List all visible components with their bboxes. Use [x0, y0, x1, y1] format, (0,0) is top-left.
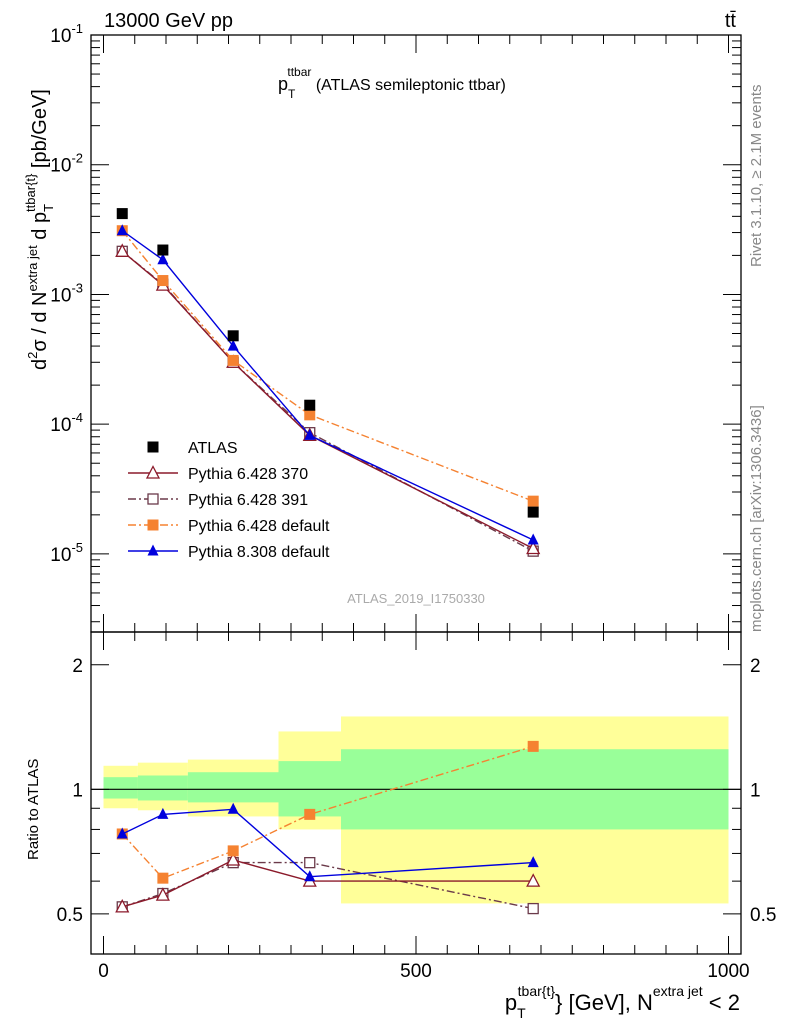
main-point-pythia-8-308-default: [304, 428, 316, 440]
legend: ATLAS Pythia 6.428 370 Pythia 6.428 391 Pyt…: [128, 440, 330, 561]
ratio-point-pythia-6-428-391: [527, 902, 539, 915]
main-ytick-label: 10-4: [50, 410, 83, 436]
ratio-point-pythia-8-308-default: [304, 870, 316, 882]
main-point-atlas: [116, 208, 128, 220]
main-line-pythia-6-428-370: [121, 250, 534, 550]
main-point-atlas: [157, 244, 169, 256]
legend-marker-atlas: [147, 441, 159, 453]
ratio-point-pythia-6-428-370: [226, 852, 241, 866]
ratio-ytick-label-right: 1: [750, 780, 761, 801]
rivet-label: Rivet 3.1.10, ≥ 2.1M events: [748, 85, 765, 268]
legend-label-pythia-8-308-default: Pythia 8.308 default: [188, 544, 330, 561]
xtick-label: 500: [400, 961, 432, 982]
main-point-pythia-8-308-default: [527, 533, 539, 545]
ratio-ytick-label: 2: [72, 656, 83, 677]
ratio-point-pythia-8-308-default: [157, 807, 169, 819]
main-point-atlas: [527, 506, 539, 518]
ratio-panel: 0.5 0.5 1 1 2 2 0 500 1000: [57, 631, 776, 982]
xtick-label: 1000: [707, 961, 749, 982]
ratio-point-pythia-6-428-default: [527, 740, 539, 752]
legend-marker-pythia-8-308-default: [147, 544, 159, 556]
legend-marker-pythia-6-428-default: [147, 519, 159, 531]
main-point-pythia-6-428-default: [527, 495, 539, 507]
header-process: tt̄: [725, 10, 737, 32]
legend-label-atlas: ATLAS: [188, 440, 238, 457]
legend-label-pythia-6-428-391: Pythia 6.428 391: [188, 492, 308, 509]
legend-marker-pythia-6-428-370: [145, 465, 161, 479]
ratio-band-stat: [103, 777, 138, 799]
main-point-pythia-6-428-default: [304, 409, 316, 421]
main-panel: 10-5 10-4 10-3 10-2 10-1: [50, 21, 742, 633]
legend-label-pythia-6-428-370: Pythia 6.428 370: [188, 466, 308, 483]
main-point-pythia-8-308-default: [227, 339, 239, 351]
main-point-pythia-8-308-default: [157, 253, 169, 265]
main-line-pythia-6-428-391: [121, 250, 534, 552]
ratio-point-pythia-8-308-default: [527, 856, 539, 868]
ratio-ytick-label-right: 0.5: [750, 905, 776, 926]
ratio-band-stat: [187, 772, 279, 803]
main-ytick-label: 10-5: [50, 540, 83, 566]
main-ytick-label: 10-3: [50, 280, 83, 306]
ratio-point-pythia-6-428-370: [115, 898, 130, 913]
ratio-point-pythia-8-308-default: [116, 827, 128, 839]
xtick-label: 0: [98, 961, 109, 982]
ratio-point-pythia-6-428-370: [155, 887, 170, 901]
ratio-ylabel: Ratio to ATLAS: [25, 759, 42, 860]
ratio-point-pythia-6-428-default: [157, 872, 169, 884]
main-point-pythia-8-308-default: [116, 224, 128, 236]
main-frame: [90, 34, 742, 633]
analysis-watermark: ATLAS_2019_I1750330: [347, 591, 485, 606]
main-point-pythia-6-428-370: [115, 243, 130, 257]
main-point-pythia-6-428-default: [157, 275, 169, 287]
main-point-atlas: [227, 330, 239, 342]
ratio-ytick-label: 0.5: [57, 905, 83, 926]
main-ylabel: d2σ / d Nextra jet d pTttbar{t} [pb/GeV]: [23, 89, 56, 370]
main-title: pTttbar (ATLAS semileptonic ttbar): [278, 65, 506, 101]
xlabel: pTtbar{t}} [GeV], Nextra jet < 2: [505, 983, 740, 1021]
ratio-ytick-label: 1: [72, 780, 83, 801]
main-ytick-label: 10-1: [50, 21, 83, 47]
main-line-pythia-8-308-default: [121, 230, 534, 541]
ratio-point-pythia-6-428-default: [227, 845, 239, 857]
ratio-point-pythia-6-428-391: [304, 856, 316, 869]
main-ytick-label: 10-2: [50, 151, 83, 177]
ratio-point-pythia-6-428-370: [526, 873, 541, 887]
ratio-point-pythia-8-308-default: [227, 802, 239, 814]
main-line-pythia-6-428-default: [121, 230, 534, 502]
legend-marker-pythia-6-428-391: [147, 493, 159, 505]
svg-text:d2σ / d Nextra jet d pTttbar: d2σ / d Nextra jet d pTttbar{t} [pb/GeV]: [23, 89, 56, 370]
main-point-pythia-6-428-default: [227, 354, 239, 366]
ratio-point-pythia-6-428-default: [304, 808, 316, 820]
legend-label-pythia-6-428-default: Pythia 6.428 default: [188, 518, 330, 535]
header-energy: 13000 GeV pp: [104, 10, 233, 32]
mcplots-label: mcplots.cern.ch [arXiv:1306.3436]: [748, 405, 765, 632]
ratio-ytick-label-right: 2: [750, 656, 761, 677]
main-point-atlas: [304, 399, 316, 411]
main-point-pythia-6-428-370: [526, 540, 541, 555]
ratio-band-stat: [137, 775, 188, 801]
